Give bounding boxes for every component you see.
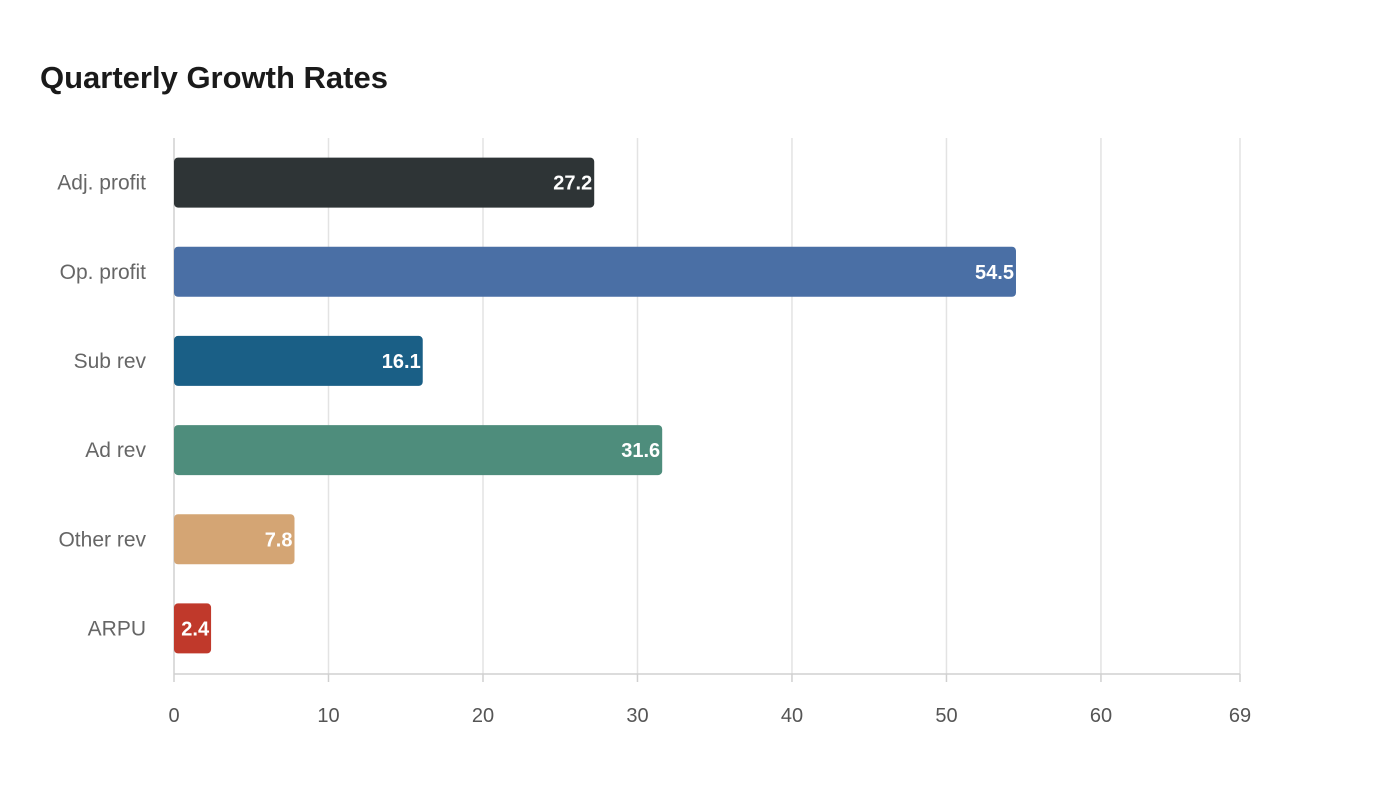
chart-title: Quarterly Growth Rates bbox=[40, 60, 388, 95]
bar bbox=[174, 425, 663, 476]
value-label: 54.5 bbox=[975, 262, 1014, 284]
label-layer: 0 10 20 30 40 50 60 69 Adj. profit 27.2 Op. profit… bbox=[57, 172, 1251, 727]
category-label: Other rev bbox=[58, 528, 146, 551]
bar bbox=[174, 603, 212, 654]
grid-layer bbox=[173, 138, 1241, 682]
category-label: ARPU bbox=[88, 617, 146, 640]
x-tick-label: 69 bbox=[1229, 705, 1251, 727]
category-label: Sub rev bbox=[74, 350, 147, 373]
value-label: 31.6 bbox=[621, 440, 660, 462]
x-tick-label: 30 bbox=[626, 705, 648, 727]
bar bbox=[174, 157, 595, 208]
x-tick-label: 40 bbox=[781, 705, 803, 727]
x-tick-label: 60 bbox=[1090, 705, 1112, 727]
category-label: Adj. profit bbox=[57, 172, 146, 195]
x-tick-label: 10 bbox=[317, 705, 339, 727]
value-label: 27.2 bbox=[553, 173, 592, 195]
bar-layer bbox=[174, 157, 1016, 654]
bar bbox=[174, 246, 1016, 297]
x-tick-label: 20 bbox=[472, 705, 494, 727]
category-label: Op. profit bbox=[60, 261, 147, 284]
bar bbox=[174, 335, 423, 386]
category-label: Ad rev bbox=[85, 439, 146, 462]
value-label: 2.4 bbox=[181, 618, 210, 640]
x-tick-label: 50 bbox=[935, 705, 957, 727]
bar bbox=[174, 514, 295, 565]
value-label: 16.1 bbox=[382, 351, 421, 373]
value-label: 7.8 bbox=[265, 529, 293, 551]
x-tick-label: 0 bbox=[168, 705, 179, 727]
